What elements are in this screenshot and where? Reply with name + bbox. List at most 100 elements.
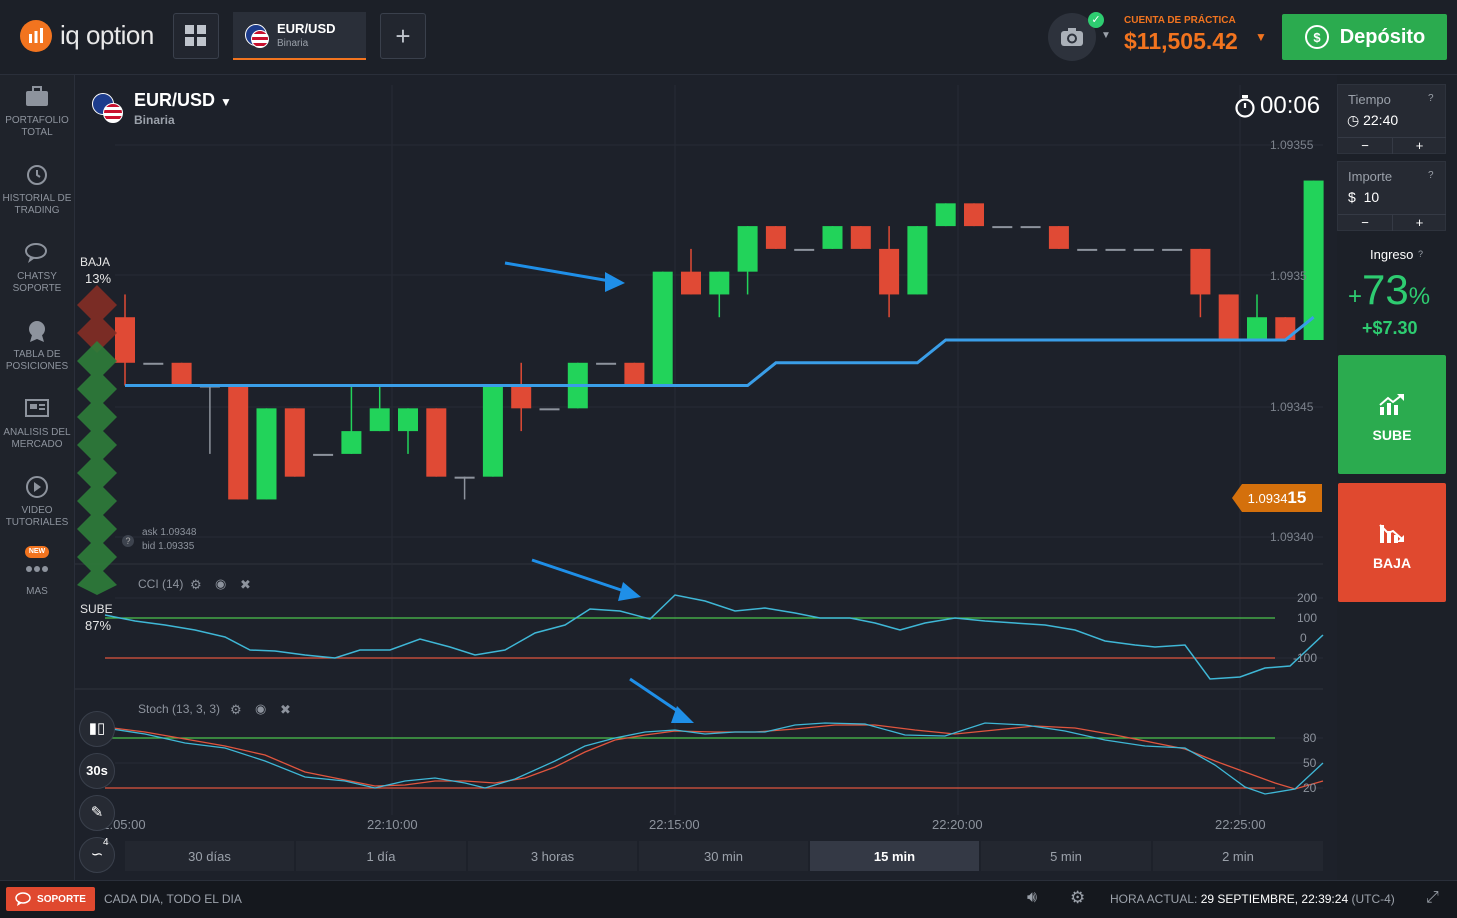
- leaderboard-icon: [24, 319, 50, 343]
- help-icon[interactable]: ?: [1418, 249, 1424, 259]
- sound-icon[interactable]: 🔊︎: [1027, 889, 1038, 906]
- indicators-button[interactable]: ∽: [79, 837, 115, 873]
- candle-body: [624, 362, 645, 386]
- account-chevron-icon[interactable]: ▼: [1255, 30, 1267, 44]
- candle-body: [1275, 317, 1296, 340]
- account-balance[interactable]: $11,505.42: [1124, 28, 1238, 54]
- amount-label: Importe: [1348, 169, 1393, 184]
- help-icon[interactable]: ?: [122, 535, 134, 547]
- expiry-time-label: Tiempo: [1348, 92, 1391, 107]
- price-chart[interactable]: [75, 75, 1337, 880]
- help-icon[interactable]: ?: [1428, 93, 1434, 104]
- candle-body: [992, 226, 1013, 229]
- candle-body: [681, 271, 701, 295]
- sidebar-item-leaderboard[interactable]: TABLA DE POSICIONES: [0, 319, 74, 373]
- deposit-label: Depósito: [1339, 25, 1426, 48]
- cci-visibility-eye-icon[interactable]: ◉: [215, 576, 227, 591]
- call-button[interactable]: SUBE: [1338, 355, 1446, 474]
- time-tick: 22:20:00: [932, 817, 983, 832]
- timeframe-30-days[interactable]: 30 días: [125, 841, 294, 871]
- sentiment-down-pct: 13%: [85, 271, 112, 286]
- drawing-tools-button[interactable]: ✎: [79, 795, 115, 831]
- cci-tick: -100: [1293, 651, 1318, 665]
- sidebar-item-history[interactable]: HISTORIAL DE TRADING: [0, 163, 74, 217]
- time-increase-button[interactable]: +: [1392, 137, 1446, 154]
- chart-area[interactable]: EUR/USD ▼ Binaria 00:06 1.09355 1.0935 1…: [75, 75, 1337, 880]
- cci-label: CCI (14): [138, 577, 184, 591]
- history-icon: [24, 163, 50, 187]
- price-tick: 1.09345: [1270, 400, 1314, 414]
- income-profit: +$7.30: [1362, 318, 1418, 338]
- stoch-visibility-eye-icon[interactable]: ◉: [255, 701, 267, 716]
- candle-body: [794, 248, 815, 251]
- amount-decrease-button[interactable]: −: [1338, 214, 1392, 231]
- stoch-tick: 50: [1303, 756, 1317, 770]
- timeframe-1-day[interactable]: 1 día: [296, 841, 466, 871]
- chart-asset-pair: EUR/USD: [134, 90, 216, 110]
- candle-body: [482, 385, 503, 477]
- expiry-time-value[interactable]: ◷ 22:40: [1347, 112, 1398, 129]
- current-time-zone: (UTC-4): [1351, 892, 1395, 906]
- sentiment-bar: [77, 285, 117, 595]
- candle-body: [1077, 248, 1098, 251]
- svg-text:$: $: [1313, 30, 1321, 45]
- indicators-icon: ∽: [90, 846, 104, 863]
- candle-body: [709, 271, 730, 295]
- income-label: Ingreso: [1370, 247, 1414, 262]
- cci-settings-gear-icon[interactable]: ⚙: [190, 577, 202, 592]
- sidebar-item-label: TOTAL: [21, 127, 53, 138]
- timeframe-3-hours[interactable]: 3 horas: [468, 841, 637, 871]
- timeframe-2-min[interactable]: 2 min: [1153, 841, 1323, 871]
- chart-type-button[interactable]: ▮▯: [79, 711, 115, 747]
- amount-increase-button[interactable]: +: [1392, 214, 1446, 231]
- candle-body: [1048, 226, 1069, 249]
- chevron-down-icon[interactable]: ▼: [1101, 30, 1111, 41]
- put-button[interactable]: BAJA: [1338, 483, 1446, 602]
- sidebar-item-portfolio[interactable]: PORTAFOLIO TOTAL: [0, 85, 74, 139]
- help-icon[interactable]: ?: [1428, 170, 1434, 181]
- amount-input[interactable]: $ 10: [1348, 189, 1379, 205]
- stoch-close-icon[interactable]: ✖: [280, 702, 291, 717]
- sidebar-item-label: TRADING: [14, 205, 60, 216]
- candle-body: [1303, 180, 1324, 340]
- timeframe-30-min[interactable]: 30 min: [639, 841, 808, 871]
- grid-icon: [185, 25, 206, 46]
- candle-body: [850, 226, 871, 249]
- sidebar-item-video-tutorials[interactable]: VIDEO TUTORIALES: [0, 475, 74, 529]
- support-button[interactable]: SOPORTE: [6, 887, 95, 911]
- current-time-value: 29 SEPTIEMBRE, 22:39:24: [1200, 892, 1349, 906]
- trend-up-icon: [1379, 394, 1404, 415]
- deposit-button[interactable]: $ Depósito: [1282, 14, 1447, 60]
- income-pct-sign: %: [1408, 283, 1431, 310]
- expiry-time-box[interactable]: Tiempo ? ◷ 22:40 − +: [1337, 84, 1446, 154]
- fullscreen-icon[interactable]: ⤢: [1426, 889, 1439, 906]
- time-decrease-button[interactable]: −: [1338, 137, 1392, 154]
- asset-tab[interactable]: EUR/USD Binaria: [233, 12, 366, 60]
- sentiment-up-pct: 87%: [85, 618, 112, 633]
- deposit-icon: $: [1304, 25, 1329, 49]
- current-price-last: 15: [1287, 488, 1307, 507]
- support-schedule: CADA DIA, TODO EL DIA: [104, 892, 242, 906]
- add-asset-button[interactable]: +: [380, 13, 426, 59]
- income-sign: +: [1348, 283, 1363, 310]
- candle-body: [964, 203, 984, 227]
- settings-gear-icon[interactable]: ⚙: [1070, 888, 1086, 907]
- us-flag-icon: [251, 30, 269, 48]
- candle-body: [879, 248, 900, 295]
- sidebar-item-more[interactable]: NEW MAS: [0, 546, 74, 598]
- period-button[interactable]: 30s: [79, 753, 115, 789]
- chart-asset-selector[interactable]: EUR/USD ▼: [134, 90, 232, 111]
- sentiment-up-label: SUBE: [80, 602, 113, 616]
- asset-tab-pair: EUR/USD: [277, 21, 336, 36]
- stoch-settings-gear-icon[interactable]: ⚙: [230, 702, 242, 717]
- stoch-label: Stoch (13, 3, 3): [138, 702, 221, 716]
- sidebar-item-market-analysis[interactable]: ANALISIS DEL MERCADO: [0, 397, 74, 451]
- cci-close-icon[interactable]: ✖: [240, 577, 251, 592]
- timeframe-5-min[interactable]: 5 min: [981, 841, 1151, 871]
- amount-box[interactable]: Importe ? $ 10 − +: [1337, 161, 1446, 231]
- grid-layout-button[interactable]: [173, 13, 219, 59]
- candle-body: [454, 476, 475, 479]
- timeframe-15-min[interactable]: 15 min: [810, 841, 979, 871]
- sidebar-item-chat[interactable]: CHATSY SOPORTE: [0, 241, 74, 295]
- sidebar-item-label: ANALISIS DEL: [3, 427, 71, 438]
